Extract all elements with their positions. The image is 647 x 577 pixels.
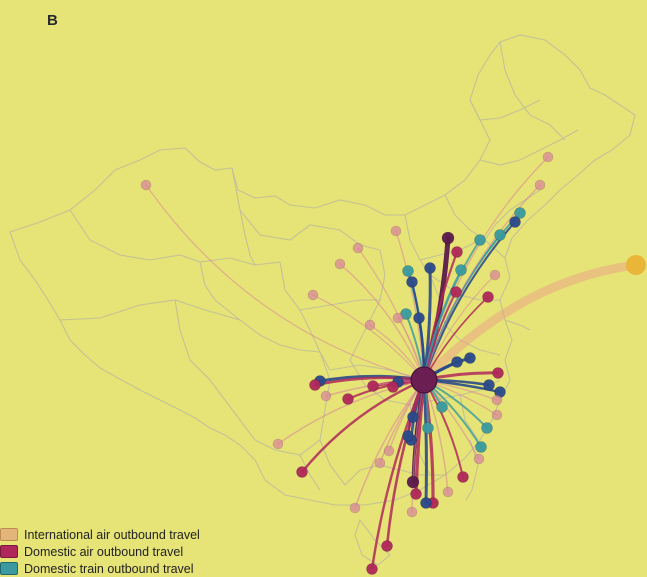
destination-dot [364,319,376,331]
destination-dot [309,379,321,391]
panel-label: B [47,12,58,29]
destination-dot [451,246,463,258]
destination-dot [406,475,420,489]
destination-dot [140,179,152,191]
destination-dot [514,207,526,219]
destination-dot [407,411,419,423]
destination-dot [509,216,521,228]
route-line [357,247,425,381]
legend-label-domestic-air: Domestic air outbound travel [24,544,184,559]
route-line [422,378,428,505]
route-line [423,234,501,381]
destination-dot [455,264,467,276]
legend-item-domestic-train: Domestic train outbound travel [0,560,200,577]
destination-dot [352,242,364,254]
destination-dot [534,179,546,191]
legend-swatch-domestic-train [0,562,18,575]
route-line [277,379,425,445]
destination-dot [307,289,319,301]
destination-dot [334,258,346,270]
destination-dot [420,497,432,509]
destination-dot [475,441,487,453]
destination-dot [381,540,393,552]
legend-swatch-international [0,528,18,541]
route-line [312,294,425,381]
country-outline [9,34,636,506]
destination-dot [491,394,503,406]
destination-dot [349,502,361,514]
destination-dot [436,401,448,413]
destination-dot [481,422,493,434]
wuhan-hub-node [410,366,438,394]
legend-label-domestic-train: Domestic train outbound travel [24,561,194,576]
destination-dot [442,486,454,498]
route-line [145,184,425,381]
destination-dot [406,506,418,518]
travel-routes [145,156,641,571]
destination-dot [451,356,463,368]
destination-dot [342,393,354,405]
destination-dot [474,234,486,246]
destination-dot [374,457,386,469]
destination-dot [542,151,554,163]
destination-dot [483,379,495,391]
destination-dot [492,367,504,379]
destination-dots [140,151,646,575]
destination-dot [422,422,434,434]
destination-dot [402,265,414,277]
destination-dot [491,409,503,421]
legend-swatch-domestic-air [0,545,18,558]
legend-label-international: International air outbound travel [24,527,200,542]
legend-item-international: International air outbound travel [0,526,200,543]
legend-item-domestic-air: Domestic air outbound travel [0,543,200,560]
route-line [370,378,426,571]
route-line [354,379,425,509]
legend: International air outbound travel Domest… [0,526,200,577]
destination-dot [489,269,501,281]
destination-dot [366,563,378,575]
route-line [300,378,426,474]
route-line [423,156,549,381]
destination-dot [296,466,308,478]
destination-dot [387,381,399,393]
destination-dot [424,262,436,274]
destination-dot [457,471,469,483]
route-line [423,184,541,381]
destination-dot [482,291,494,303]
destination-dot [320,390,332,402]
route-line [423,274,496,381]
destination-dot [410,488,422,500]
route-line [339,263,425,381]
destination-dot [406,276,418,288]
destination-dot [450,286,462,298]
destination-dot [367,380,379,392]
destination-dot [464,352,476,364]
destination-dot [392,312,404,324]
destination-dot [390,225,402,237]
destination-dot [441,231,455,245]
destination-dot [402,430,414,442]
destination-dot [413,312,425,324]
destination-dot [383,445,395,457]
international-route-line [419,260,641,385]
destination-dot [494,229,506,241]
destination-dot [272,438,284,450]
destination-dot [473,453,485,465]
international-destination-dot [626,255,646,275]
